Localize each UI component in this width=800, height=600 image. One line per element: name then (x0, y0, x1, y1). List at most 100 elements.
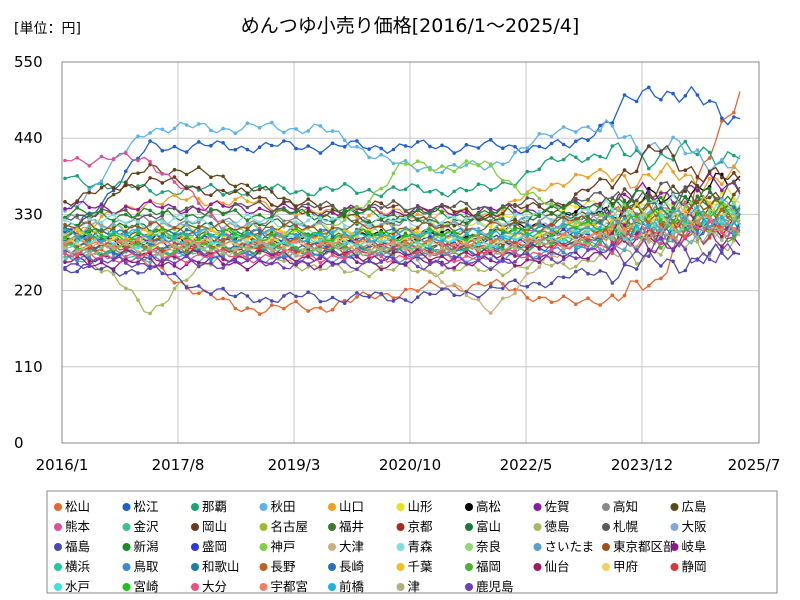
data-point (209, 128, 213, 133)
legend-label: 奈良 (476, 539, 501, 554)
data-point (683, 194, 688, 199)
data-point (415, 231, 420, 236)
data-point (549, 141, 554, 146)
legend-swatch (259, 543, 268, 551)
data-point (318, 203, 323, 207)
plot-area (61, 61, 760, 444)
data-point (537, 230, 542, 234)
data-point (561, 294, 566, 299)
legend-label: 京都 (408, 519, 434, 534)
data-point (647, 85, 651, 90)
data-point (561, 219, 566, 224)
data-point (586, 225, 590, 230)
legend-label: 東京都区部 (613, 539, 676, 554)
data-point (415, 218, 420, 222)
data-point (488, 311, 493, 315)
data-point (306, 202, 311, 206)
data-point (720, 175, 724, 180)
data-point (245, 121, 250, 125)
legend-swatch (396, 523, 405, 531)
data-point (355, 241, 359, 245)
data-point (549, 233, 554, 237)
data-point (221, 174, 225, 179)
data-point (209, 193, 213, 198)
legend-label: 大津 (339, 539, 364, 554)
data-point (111, 272, 116, 277)
data-point (379, 146, 384, 151)
legend-swatch (328, 583, 336, 591)
data-point (124, 183, 128, 188)
data-point (160, 263, 165, 268)
data-point (342, 241, 347, 246)
data-point (428, 250, 432, 254)
data-point (367, 295, 371, 299)
data-point (184, 150, 189, 154)
data-point (355, 254, 359, 259)
data-point (464, 254, 469, 258)
data-point (428, 222, 432, 227)
data-point (525, 257, 529, 262)
data-point (306, 144, 311, 148)
legend-label: 新潟 (134, 539, 159, 554)
data-point (403, 241, 408, 245)
data-point (136, 250, 140, 255)
legend-swatch (396, 583, 405, 591)
data-point (610, 237, 615, 241)
data-point (245, 212, 250, 217)
data-point (513, 204, 517, 208)
data-point (160, 235, 165, 239)
data-point (707, 150, 712, 155)
data-point (233, 131, 238, 135)
data-point (306, 290, 311, 295)
data-point (245, 226, 250, 231)
data-point (99, 179, 104, 184)
data-point (659, 223, 663, 227)
data-point (197, 243, 201, 247)
data-point (209, 182, 213, 187)
data-point (464, 188, 469, 193)
data-point (270, 239, 274, 243)
data-point (197, 220, 201, 224)
data-point (513, 264, 517, 268)
legend-swatch (122, 523, 131, 531)
data-point (342, 209, 347, 213)
data-point (257, 187, 262, 192)
data-point (306, 238, 311, 242)
data-point (172, 281, 177, 285)
data-point (294, 250, 298, 254)
data-point (172, 216, 177, 220)
data-point (622, 262, 627, 266)
data-point (622, 237, 627, 241)
data-point (148, 176, 152, 180)
data-point (245, 183, 250, 188)
data-point (695, 220, 700, 225)
data-point (172, 175, 177, 179)
data-point (707, 169, 712, 174)
legend-swatch (602, 563, 610, 571)
data-point (428, 168, 432, 172)
data-point (148, 189, 152, 193)
data-point (574, 245, 578, 250)
data-point (367, 223, 371, 228)
series-line (64, 212, 741, 263)
data-point (257, 145, 262, 149)
x-tick-label: 2017/8 (152, 456, 205, 474)
data-point (586, 235, 590, 239)
data-point (342, 213, 347, 217)
legend-label: 金沢 (134, 519, 160, 534)
data-point (561, 223, 566, 227)
data-point (476, 281, 481, 286)
data-point (367, 250, 371, 254)
data-point (330, 226, 335, 230)
data-point (622, 293, 627, 298)
data-point (610, 242, 615, 247)
data-point (379, 267, 384, 272)
data-point (598, 234, 602, 239)
data-point (464, 221, 469, 225)
data-point (537, 245, 542, 250)
series-line (64, 208, 741, 250)
data-point (294, 294, 298, 299)
data-point (111, 250, 116, 255)
data-point (197, 291, 201, 296)
data-point (476, 221, 481, 225)
